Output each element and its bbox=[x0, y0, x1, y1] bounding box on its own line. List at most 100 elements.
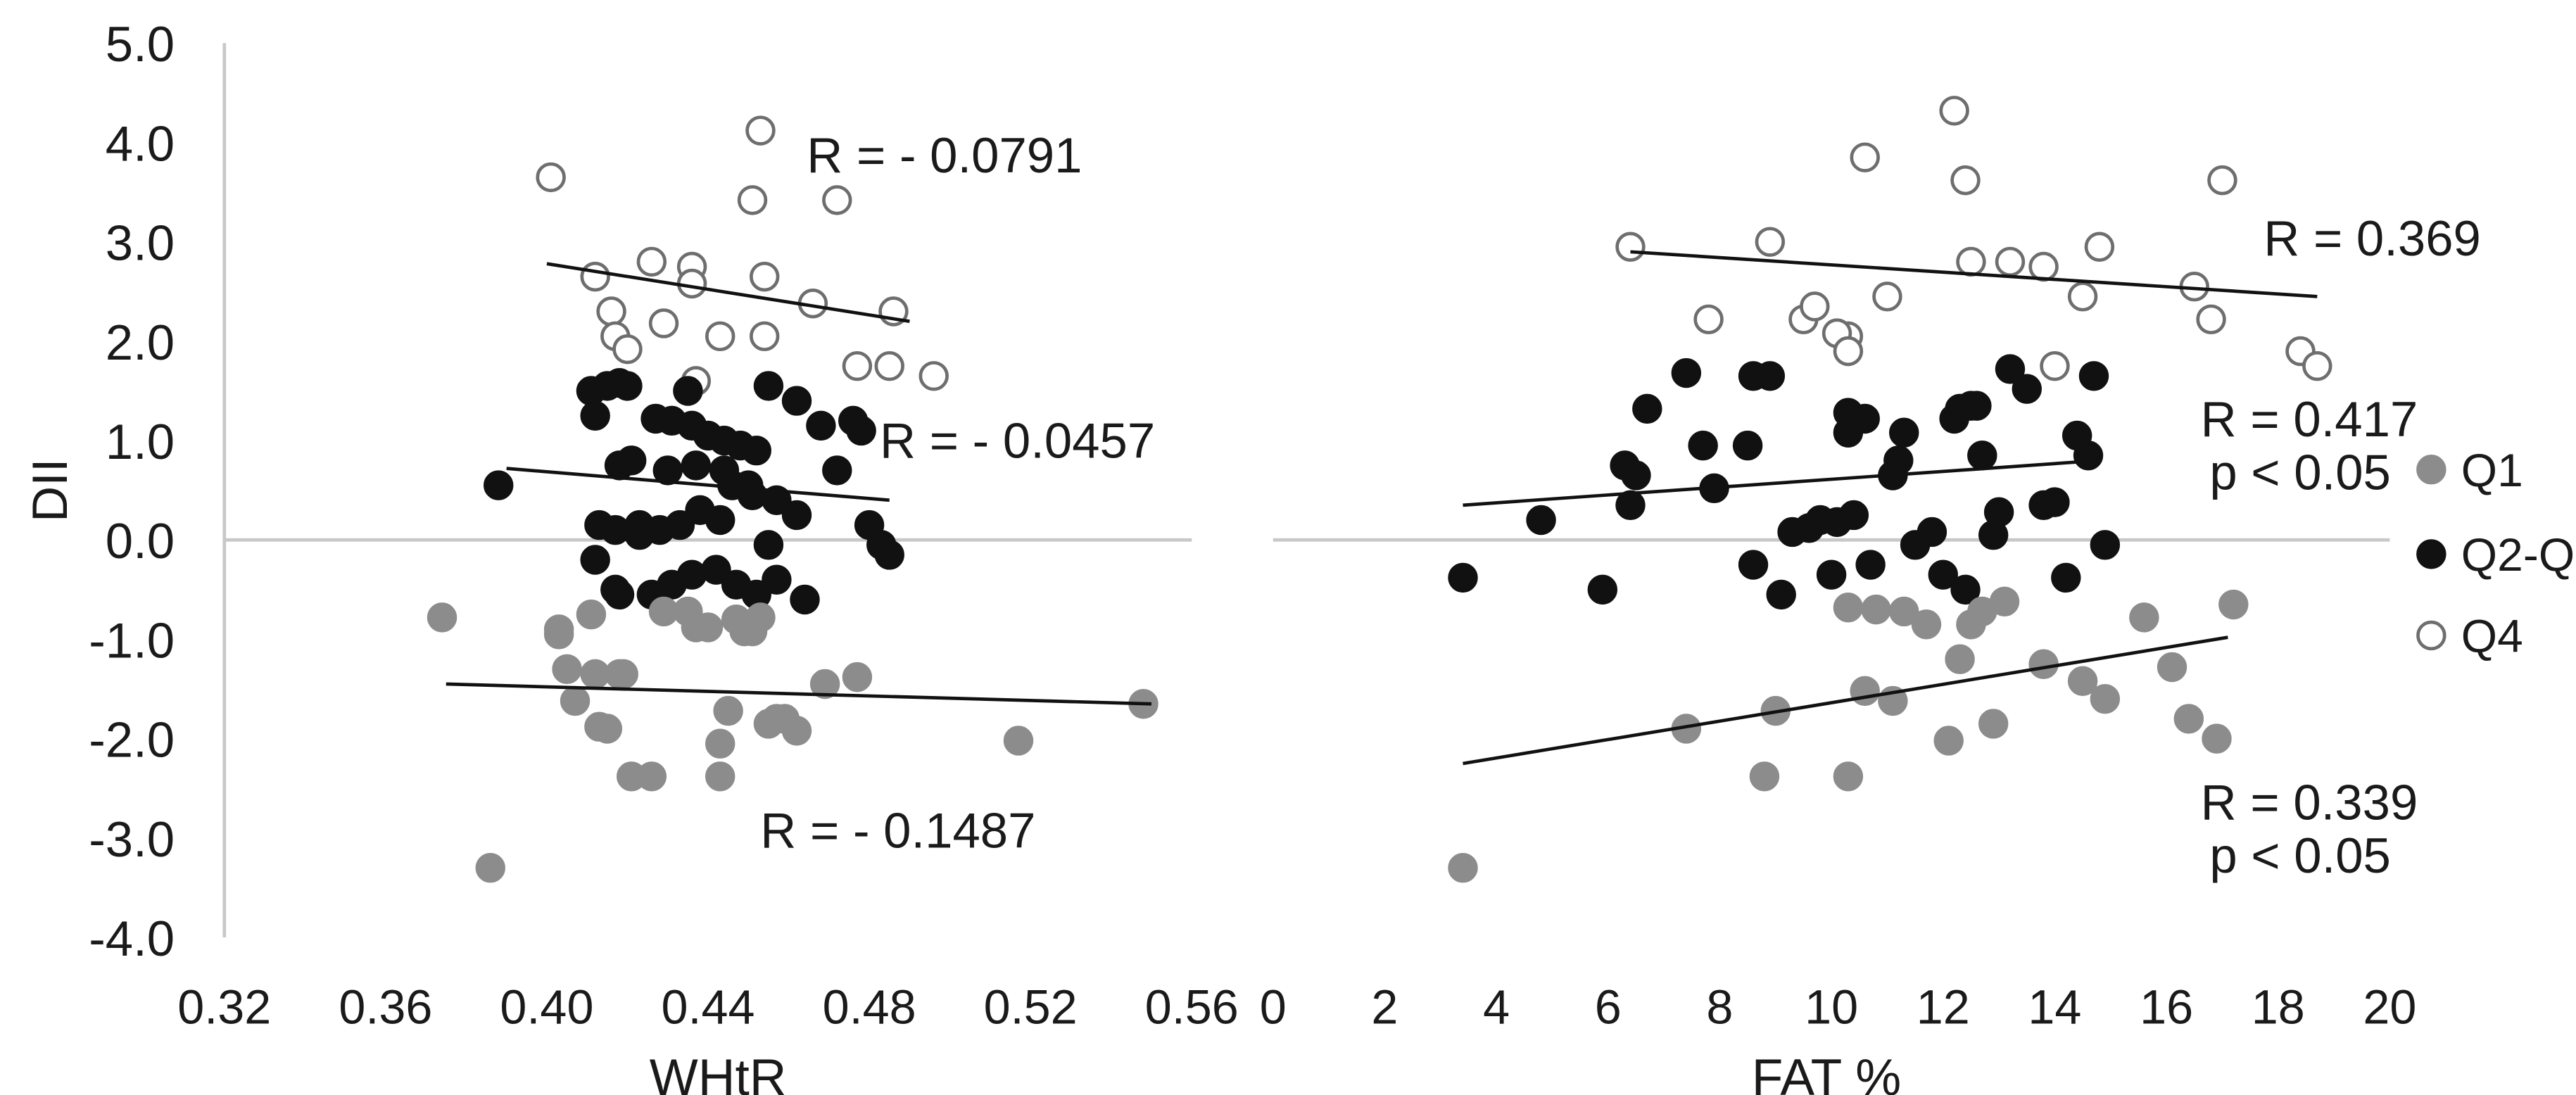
y-tick-label: 3.0 bbox=[106, 215, 175, 271]
data-point-q2-q3 bbox=[753, 530, 784, 560]
legend-marker-q1 bbox=[2416, 454, 2446, 485]
data-point-q2-q3 bbox=[576, 376, 607, 406]
data-point-q1 bbox=[753, 709, 784, 739]
data-point-q2-q3 bbox=[664, 509, 695, 540]
data-point-q1 bbox=[2129, 602, 2159, 633]
data-point-q2-q3 bbox=[580, 545, 610, 575]
r-value-label: R = - 0.1487 bbox=[760, 803, 1035, 859]
y-tick-label: 2.0 bbox=[106, 315, 175, 370]
data-point-q4 bbox=[745, 115, 776, 146]
data-point-q2-q3 bbox=[1615, 490, 1646, 521]
data-point-q2-q3 bbox=[1755, 361, 1786, 391]
x-axis-title: FAT % bbox=[1752, 1049, 1902, 1095]
y-tick-label: 4.0 bbox=[106, 115, 175, 171]
x-tick-label: 0.48 bbox=[823, 981, 916, 1034]
data-point-q4 bbox=[1833, 336, 1864, 367]
data-point-q4 bbox=[2040, 350, 2070, 381]
x-axis-title: WHtR bbox=[650, 1049, 787, 1095]
data-point-q1 bbox=[2090, 683, 2121, 714]
r-value-label: R = 0.417 bbox=[2201, 391, 2418, 447]
data-point-q1 bbox=[2202, 723, 2232, 754]
data-point-q1 bbox=[560, 685, 591, 716]
data-point-q2-q3 bbox=[741, 435, 771, 466]
legend-label: Q1 bbox=[2461, 444, 2523, 496]
data-point-q4 bbox=[874, 350, 904, 381]
data-point-q4 bbox=[1800, 291, 1830, 322]
data-point-q4 bbox=[822, 185, 852, 215]
data-point-q1 bbox=[2028, 649, 2059, 679]
data-point-q1 bbox=[2173, 704, 2204, 734]
trend-line-q2-q3 bbox=[506, 467, 890, 502]
data-point-q2-q3 bbox=[1967, 441, 1997, 471]
x-tick-label: 8 bbox=[1706, 981, 1733, 1034]
data-point-q2-q3 bbox=[1587, 574, 1618, 605]
y-tick-label: -3.0 bbox=[89, 811, 175, 867]
x-tick-label: 0.52 bbox=[984, 981, 1078, 1034]
data-point-q1 bbox=[809, 669, 840, 700]
data-point-q2-q3 bbox=[612, 371, 643, 401]
x-tick-label: 20 bbox=[2363, 981, 2416, 1034]
data-point-q1 bbox=[705, 761, 735, 792]
data-point-q4 bbox=[596, 296, 626, 327]
data-point-q1 bbox=[713, 695, 743, 726]
data-point-q2-q3 bbox=[1995, 354, 2026, 384]
data-point-q2-q3 bbox=[1688, 430, 1718, 461]
data-point-q2-q3 bbox=[2073, 441, 2104, 471]
data-point-q2-q3 bbox=[1738, 550, 1769, 580]
r-value-label: R = 0.339 bbox=[2201, 775, 2418, 830]
data-point-q1 bbox=[1749, 761, 1780, 792]
y-tick-label: -4.0 bbox=[89, 911, 175, 966]
data-point-q2-q3 bbox=[1983, 497, 2014, 527]
data-point-q2-q3 bbox=[1850, 403, 1880, 434]
legend: Q1 Q2-Q3 Q4 bbox=[2416, 444, 2576, 662]
data-point-q1 bbox=[1003, 726, 1034, 756]
data-point-q4 bbox=[1950, 165, 1981, 196]
x-tick-label: 4 bbox=[1483, 981, 1510, 1034]
trend-line-q1 bbox=[446, 682, 1152, 706]
data-point-q1 bbox=[2067, 666, 2098, 696]
data-point-q4 bbox=[705, 321, 735, 352]
data-point-q2-q3 bbox=[600, 514, 631, 545]
data-point-q4 bbox=[2196, 304, 2226, 335]
data-point-q1 bbox=[1945, 644, 1975, 674]
data-point-q2-q3 bbox=[1928, 559, 1958, 590]
data-point-q1 bbox=[2157, 652, 2187, 683]
x-tick-label: 12 bbox=[1917, 981, 1970, 1034]
data-point-q4 bbox=[676, 268, 707, 299]
x-tick-label: 0 bbox=[1260, 981, 1287, 1034]
data-point-q2-q3 bbox=[681, 450, 712, 481]
data-point-q1 bbox=[576, 599, 607, 630]
data-point-q4 bbox=[2067, 281, 2098, 312]
data-point-q1 bbox=[842, 662, 873, 692]
data-point-q1 bbox=[427, 602, 457, 633]
data-point-q2-q3 bbox=[874, 540, 904, 570]
r-value-label: R = - 0.0457 bbox=[880, 413, 1155, 469]
data-point-q1 bbox=[648, 596, 679, 627]
data-point-q2-q3 bbox=[580, 400, 610, 431]
data-point-q4 bbox=[749, 321, 780, 352]
data-point-q2-q3 bbox=[2078, 361, 2109, 391]
r-value-label: R = - 0.0791 bbox=[807, 127, 1082, 183]
legend-marker-q4 bbox=[2416, 620, 2446, 651]
data-point-q2-q3 bbox=[762, 485, 792, 516]
x-tick-label: 0.40 bbox=[500, 981, 593, 1034]
data-point-q2-q3 bbox=[1889, 417, 1919, 448]
y-tick-label: 0.0 bbox=[106, 513, 175, 569]
right-panel-fat-percent: 0 2 4 6 8 10 12 14 16 18 20 FAT % R = 0.369 R = 0.417… bbox=[1260, 96, 2481, 1095]
data-point-q2-q3 bbox=[1883, 445, 1914, 476]
trend-line-q1 bbox=[1463, 635, 2228, 766]
x-tick-label: 6 bbox=[1595, 981, 1622, 1034]
trend-line-q4 bbox=[1630, 250, 2318, 298]
data-point-q2-q3 bbox=[676, 559, 707, 590]
data-point-q2-q3 bbox=[753, 371, 784, 401]
data-point-q4 bbox=[1995, 246, 2026, 277]
data-point-q4 bbox=[1872, 281, 1902, 312]
data-point-q2-q3 bbox=[1526, 505, 1556, 536]
data-point-q4 bbox=[1939, 96, 1969, 126]
data-point-q1 bbox=[475, 852, 505, 883]
data-point-q4 bbox=[636, 246, 667, 277]
data-point-q4 bbox=[2207, 165, 2237, 196]
x-tick-label: 14 bbox=[2028, 981, 2081, 1034]
data-point-q2-q3 bbox=[624, 509, 655, 540]
data-point-q2-q3 bbox=[1621, 460, 1651, 490]
